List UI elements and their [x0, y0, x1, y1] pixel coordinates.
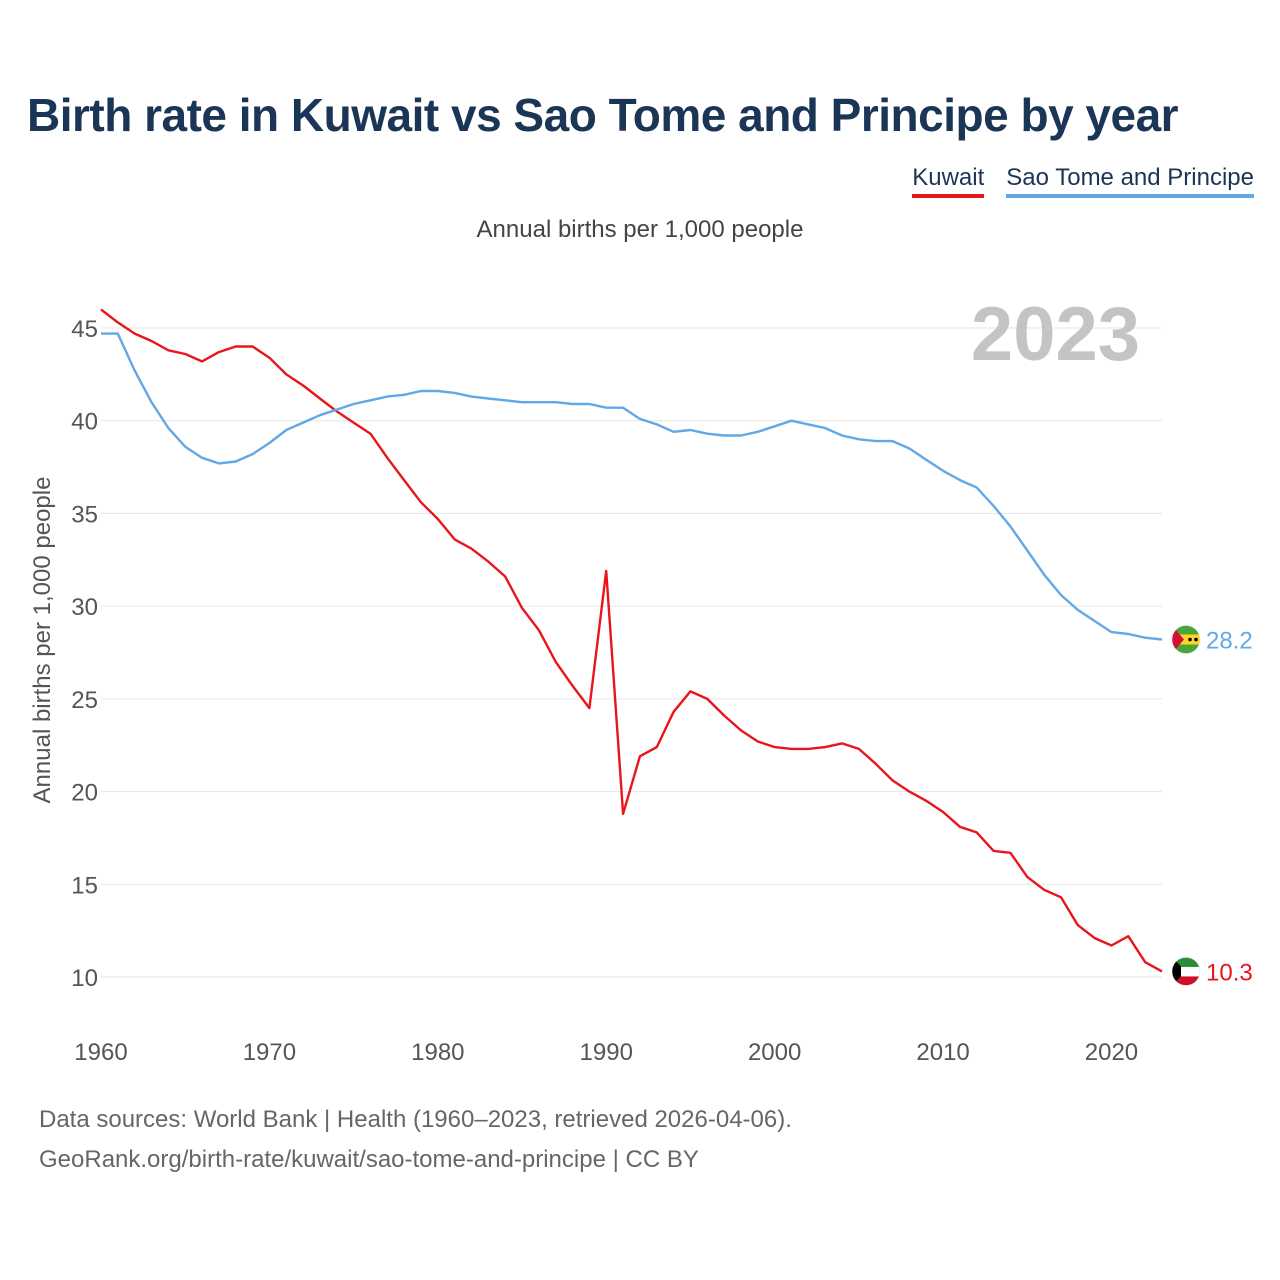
x-axis-ticks: 1960 1970 1980 1990 2000 2010 2020 — [74, 1039, 1138, 1066]
series-line-kuwait — [100, 308, 1163, 973]
y-tick-label: 20 — [71, 780, 98, 807]
legend-item-kuwait[interactable]: Kuwait — [912, 164, 985, 198]
footer-link[interactable]: GeoRank.org/birth-rate/kuwait/sao-tome-a… — [39, 1146, 699, 1173]
y-tick-label: 25 — [71, 687, 98, 714]
kuwait-flag-icon — [1171, 957, 1201, 986]
x-tick-label: 2000 — [748, 1039, 801, 1066]
chart-subtitle: Annual births per 1,000 people — [476, 216, 804, 243]
gridlines — [101, 327, 1162, 978]
y-axis-ticks: 10 15 20 25 30 35 40 45 — [71, 316, 98, 992]
end-value-label: 28.2 — [1206, 628, 1253, 655]
y-tick-label: 40 — [71, 409, 98, 436]
y-tick-label: 45 — [71, 316, 98, 343]
legend-item-sao-tome[interactable]: Sao Tome and Principe — [1006, 164, 1254, 198]
y-tick-label: 15 — [71, 872, 98, 899]
x-tick-label: 1970 — [243, 1039, 296, 1066]
x-tick-label: 1980 — [411, 1039, 464, 1066]
end-markers: 10.3 28.2 — [1171, 625, 1253, 986]
legend: Kuwait Sao Tome and Principe — [912, 164, 1254, 198]
series-line-sao-tome — [101, 332, 1163, 641]
year-watermark: 2023 — [971, 292, 1140, 377]
x-tick-label: 2010 — [916, 1039, 969, 1066]
series-lines — [100, 308, 1163, 973]
footer-sources: Data sources: World Bank | Health (1960–… — [39, 1106, 792, 1133]
end-value-label: 10.3 — [1206, 959, 1253, 986]
y-tick-label: 10 — [71, 965, 98, 992]
y-axis-label: Annual births per 1,000 people — [29, 477, 56, 804]
x-tick-label: 1990 — [580, 1039, 633, 1066]
x-tick-label: 1960 — [74, 1039, 127, 1066]
y-tick-label: 35 — [71, 501, 98, 528]
sao-tome-flag-icon — [1171, 625, 1201, 654]
y-tick-label: 30 — [71, 594, 98, 621]
x-tick-label: 2020 — [1085, 1039, 1138, 1066]
chart-title: Birth rate in Kuwait vs Sao Tome and Pri… — [27, 89, 1179, 141]
